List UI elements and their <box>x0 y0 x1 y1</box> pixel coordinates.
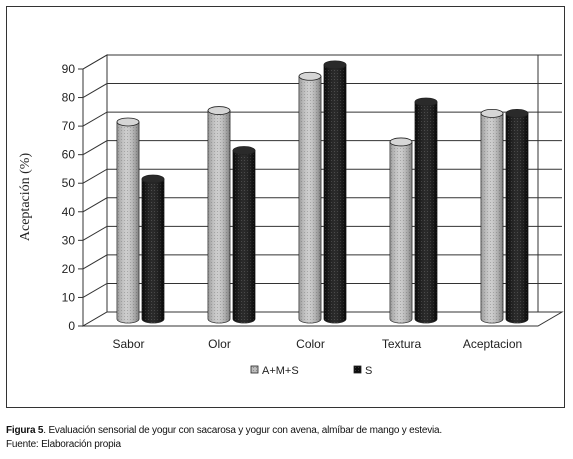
gridline <box>82 54 562 70</box>
bar-olor-series-2 <box>232 146 256 324</box>
x-tick-label: Color <box>296 337 325 351</box>
x-tick-label: Aceptacion <box>463 337 522 351</box>
bar-textura-series-1 <box>389 137 413 324</box>
y-tick-label: 0 <box>68 319 75 333</box>
y-tick-label: 60 <box>62 148 76 162</box>
legend: A+M+S S <box>250 365 372 377</box>
x-tick-label: Sabor <box>112 337 144 351</box>
x-axis-labels: Sabor Olor Color Textura Aceptacion <box>112 337 522 351</box>
y-tick-label: 50 <box>62 176 76 190</box>
caption-text: . Evaluación sensorial de yogur con saca… <box>43 425 442 436</box>
legend-swatch <box>353 365 362 374</box>
bar-sabor-series-1 <box>116 117 140 324</box>
y-tick-label: 30 <box>62 233 76 247</box>
x-tick-label: Textura <box>382 337 422 351</box>
chart-walls <box>81 54 564 327</box>
legend-swatch <box>250 365 259 374</box>
y-axis-title: Aceptación (%) <box>18 153 33 242</box>
figure-label: Figura 5 <box>6 425 44 436</box>
y-tick-label: 20 <box>62 262 76 276</box>
bar-aceptacion-series-1 <box>480 109 504 324</box>
y-tick-label: 40 <box>62 205 76 219</box>
bar-olor-series-1 <box>207 106 231 324</box>
bar-color-series-1 <box>298 71 322 324</box>
y-tick-label: 10 <box>62 290 76 304</box>
figure-frame: 0 10 20 30 40 50 60 70 80 90 Sabor Olor Color Textur… <box>6 6 565 408</box>
x-tick-label: Olor <box>208 337 231 351</box>
y-tick-label: 70 <box>62 119 76 133</box>
y-tick-label: 80 <box>62 91 76 105</box>
figure-source: Fuente: Elaboración propia <box>6 439 121 450</box>
bar-aceptacion-series-2 <box>505 109 529 324</box>
bar-color-series-2 <box>323 60 347 324</box>
figure-caption: Figura 5. Evaluación sensorial de yogur … <box>6 425 442 436</box>
y-tick-label: 90 <box>62 62 76 76</box>
gridline <box>82 83 562 98</box>
bar-textura-series-2 <box>414 97 438 324</box>
bars <box>116 60 529 324</box>
legend-label: S <box>365 365 372 377</box>
y-axis-ticks: 0 10 20 30 40 50 60 70 80 90 <box>62 62 84 333</box>
bar-chart: 0 10 20 30 40 50 60 70 80 90 Sabor Olor Color Textur… <box>18 54 564 377</box>
gridline <box>82 111 562 127</box>
legend-label: A+M+S <box>262 365 299 377</box>
bar-sabor-series-2 <box>141 174 165 324</box>
